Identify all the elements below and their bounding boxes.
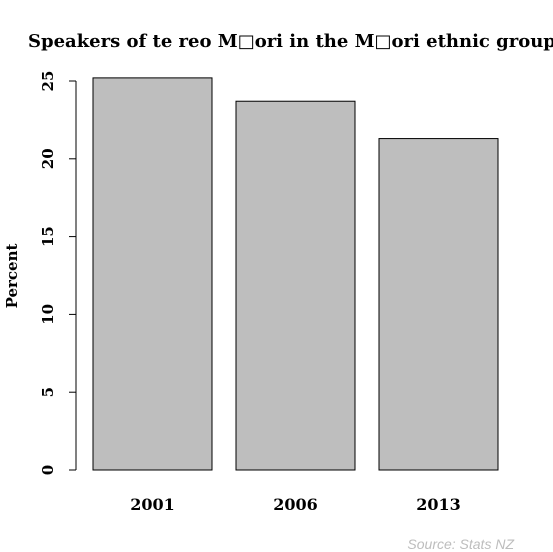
y-tick-label: 5 [39,387,57,397]
x-tick-label: 2013 [416,495,461,514]
y-axis-label: Percent [3,244,21,309]
bar-2001 [92,77,213,471]
chart-title: Speakers of te reo M□ori in the M□ori et… [28,31,553,52]
source-note: Source: Stats NZ [407,536,514,552]
category-labels: 2001 2006 2013 [130,495,461,514]
y-tick-label: 15 [39,226,57,247]
x-tick-label: 2001 [130,495,175,514]
y-tick-label: 25 [39,71,57,92]
x-tick-label: 2006 [273,495,318,514]
y-tick-label: 20 [39,148,57,169]
y-tick-label: 10 [39,304,57,325]
y-axis: 0 5 10 15 20 25 [39,71,77,475]
bars [92,77,499,471]
y-tick-label: 0 [39,465,57,475]
bar-2013 [378,138,499,471]
bar-2006 [235,100,356,471]
